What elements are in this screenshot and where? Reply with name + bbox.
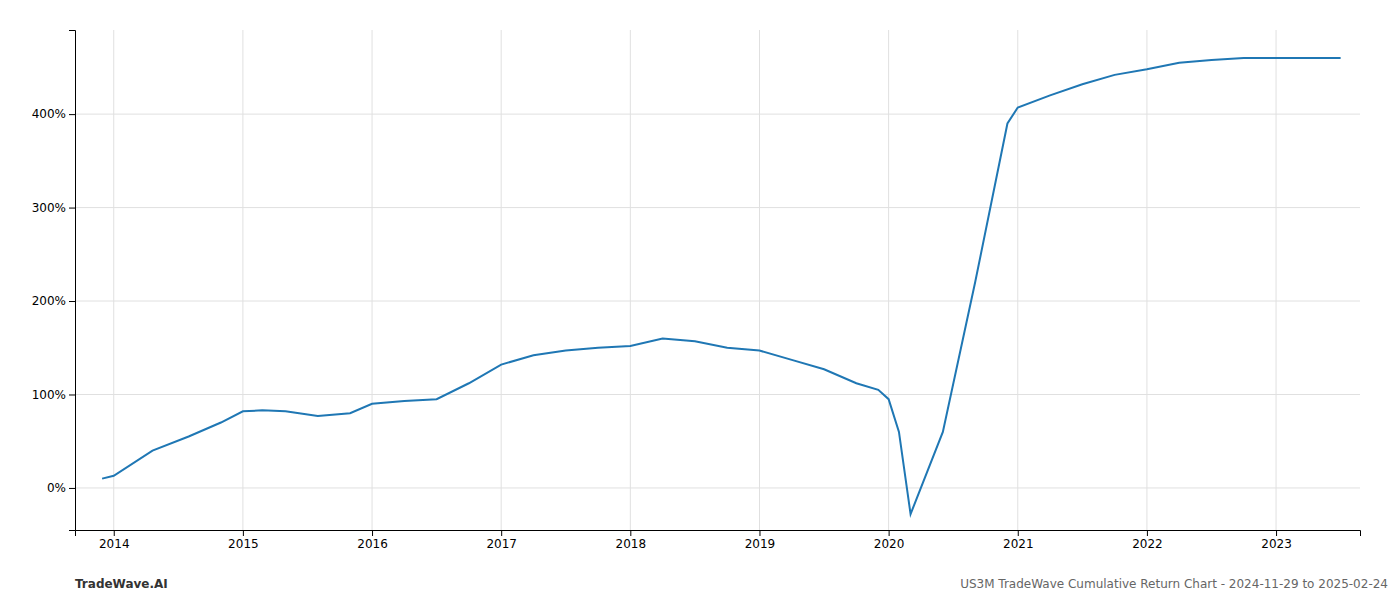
x-grid-line [501, 30, 502, 530]
x-axis-line [76, 531, 1361, 537]
x-tick-label: 2017 [486, 537, 517, 551]
y-tick: 100% [32, 388, 75, 402]
x-tick-label: 2020 [874, 537, 905, 551]
y-grid-line [75, 487, 1360, 488]
footer-right: US3M TradeWave Cumulative Return Chart -… [960, 577, 1388, 591]
y-tick: 200% [32, 294, 75, 308]
plot-area [102, 58, 1341, 514]
line [102, 58, 1341, 514]
x-tick-label: 2016 [357, 537, 388, 551]
y-tick-mark [69, 394, 75, 395]
y-tick-mark [69, 208, 75, 209]
footer-left: TradeWave.AI [75, 577, 168, 591]
x-grid-line [1017, 30, 1018, 530]
x-tick-mark [1018, 530, 1019, 536]
x-tick-mark [759, 530, 760, 536]
x-tick-mark [372, 530, 373, 536]
x-tick: 2014 [99, 530, 130, 551]
x-grid-line [1146, 30, 1147, 530]
x-tick-label: 2019 [745, 537, 776, 551]
x-axis: 2014 2015 2016 2017 2018 2019 2020 2021 2022 2023 [76, 530, 1361, 551]
x-tick: 2019 [745, 530, 776, 551]
y-tick-label: 400% [32, 107, 66, 121]
y-tick: 400% [32, 107, 75, 121]
y-grid-line [75, 301, 1360, 302]
x-tick-label: 2022 [1132, 537, 1163, 551]
x-tick: 2023 [1261, 530, 1292, 551]
y-tick-mark [69, 488, 75, 489]
y-axis: 0% 100% 200% 300% 400% [32, 31, 76, 531]
x-tick: 2018 [616, 530, 647, 551]
y-tick: 0% [47, 481, 75, 495]
y-tick: 300% [32, 201, 75, 215]
y-grid-line [75, 114, 1360, 115]
y-tick-label: 0% [47, 481, 66, 495]
x-tick: 2022 [1132, 530, 1163, 551]
x-tick-label: 2023 [1261, 537, 1292, 551]
x-grid-line [1276, 30, 1277, 530]
x-grid-line [242, 30, 243, 530]
x-grid-line [888, 30, 889, 530]
x-tick-mark [243, 530, 244, 536]
x-tick-label: 2021 [1003, 537, 1034, 551]
grid [75, 30, 1360, 530]
y-tick-mark [69, 301, 75, 302]
x-tick-label: 2018 [616, 537, 647, 551]
y-axis-line [69, 31, 76, 531]
x-tick-mark [1276, 530, 1277, 536]
y-tick-label: 200% [32, 294, 66, 308]
x-tick: 2020 [874, 530, 905, 551]
x-grid-line [630, 30, 631, 530]
x-tick-label: 2014 [99, 537, 130, 551]
x-tick-mark [630, 530, 631, 536]
y-tick-mark [69, 114, 75, 115]
x-tick-label: 2015 [228, 537, 259, 551]
x-tick: 2021 [1003, 530, 1034, 551]
y-tick-label: 100% [32, 388, 66, 402]
y-grid-line [75, 394, 1360, 395]
x-tick-mark [501, 530, 502, 536]
x-tick-mark [114, 530, 115, 536]
x-tick: 2017 [486, 530, 517, 551]
x-tick-mark [1147, 530, 1148, 536]
x-tick: 2016 [357, 530, 388, 551]
x-grid-line [759, 30, 760, 530]
x-tick-mark [889, 530, 890, 536]
chart: 2014 2015 2016 2017 2018 2019 2020 2021 2022 2023… [0, 0, 1400, 600]
x-grid-line [372, 30, 373, 530]
x-grid-line [113, 30, 114, 530]
y-grid-line [75, 207, 1360, 208]
y-tick-label: 300% [32, 201, 66, 215]
x-tick: 2015 [228, 530, 259, 551]
